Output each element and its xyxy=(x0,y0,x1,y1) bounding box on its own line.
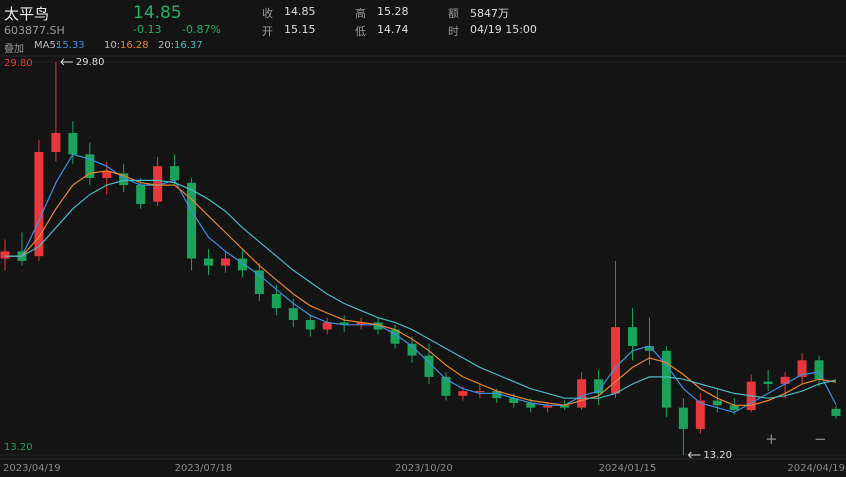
candle-body xyxy=(611,327,621,394)
candle-body xyxy=(373,322,383,330)
candle-body xyxy=(136,185,146,205)
overlay-button[interactable]: 叠加 xyxy=(4,44,24,55)
field-label: 时 xyxy=(448,25,459,38)
candle-body xyxy=(509,398,519,403)
candle-body xyxy=(119,173,129,186)
x-tick-label: 2024/01/15 xyxy=(599,463,657,474)
field-label: 高 xyxy=(355,7,366,20)
field-value: 15.15 xyxy=(284,23,316,36)
candle-body xyxy=(187,182,197,259)
candle-body xyxy=(0,251,10,259)
annotation-arrow xyxy=(688,451,701,459)
field-value: 04/19 15:00 xyxy=(470,23,537,36)
field-value: 14.85 xyxy=(284,5,316,18)
candle-body xyxy=(170,166,180,181)
zoom-in[interactable]: + xyxy=(765,430,778,448)
y-tick-label: 29.80 xyxy=(4,58,33,69)
field-label: 额 xyxy=(448,7,459,20)
x-tick-label: 2023/10/20 xyxy=(395,463,453,474)
candle-body xyxy=(271,294,281,309)
candle-body xyxy=(339,322,349,325)
candle-body xyxy=(322,322,332,330)
field-label: 开 xyxy=(262,25,273,38)
candle-body xyxy=(102,170,112,179)
candle-body xyxy=(678,407,688,429)
annotation-arrow xyxy=(60,58,73,66)
legend-name: 20: xyxy=(158,40,175,51)
extreme-label: 13.20 xyxy=(703,450,732,461)
candle-body xyxy=(356,322,366,325)
candle-body xyxy=(153,166,163,202)
candle-body xyxy=(492,391,502,399)
candle-body xyxy=(407,343,417,356)
legend-name: MA5: xyxy=(34,40,60,51)
candle-body xyxy=(763,381,773,384)
legend-value: 16.28 xyxy=(120,40,149,51)
field-value: 14.74 xyxy=(377,23,409,36)
candle-body xyxy=(254,270,264,295)
field-label: 收 xyxy=(262,7,273,20)
field-value: 5847万 xyxy=(470,7,509,20)
candle-body xyxy=(305,320,315,330)
candle-body xyxy=(560,405,570,408)
candle-body xyxy=(594,379,604,394)
x-tick-label: 2024/04/19 xyxy=(787,463,845,474)
candle-body xyxy=(475,391,485,393)
candle-body xyxy=(577,379,587,408)
candle-body xyxy=(390,329,400,344)
change: -0.13 xyxy=(133,23,162,36)
stock-name: 太平鸟 xyxy=(4,5,50,23)
candle-body xyxy=(85,154,95,179)
candle-body xyxy=(34,151,44,257)
ma-line xyxy=(5,179,837,399)
price: 14.85 xyxy=(133,3,182,23)
candle-body xyxy=(695,400,705,429)
stock-code: 603877.SH xyxy=(4,24,65,37)
ma-line xyxy=(5,153,837,414)
candle-body xyxy=(220,258,230,266)
candle-body xyxy=(237,258,247,271)
candle-body xyxy=(780,376,790,384)
candle-body xyxy=(797,360,807,377)
x-tick-label: 2023/04/19 xyxy=(3,463,61,474)
candle-body xyxy=(441,376,451,396)
x-tick-label: 2023/07/18 xyxy=(175,463,233,474)
ma-line xyxy=(5,170,837,406)
y-tick-label: 13.20 xyxy=(4,442,33,453)
candle-body xyxy=(526,402,536,408)
candle-body xyxy=(644,346,654,351)
candle-body xyxy=(68,133,78,155)
candle-body xyxy=(814,360,824,380)
field-label: 低 xyxy=(355,25,366,38)
candle-body xyxy=(458,391,468,396)
candle-body xyxy=(51,133,61,152)
candle-body xyxy=(424,355,434,377)
candle-body xyxy=(543,405,553,408)
candle-body xyxy=(729,405,739,411)
field-value: 15.28 xyxy=(377,5,409,18)
candle-body xyxy=(627,327,637,347)
candle-body xyxy=(712,400,722,406)
candle-body xyxy=(831,408,841,416)
legend-name: 10: xyxy=(104,40,121,51)
candle-body xyxy=(204,258,214,266)
legend-value: 16.37 xyxy=(174,40,203,51)
change-pct: -0.87% xyxy=(182,23,221,36)
legend-value: 15.33 xyxy=(56,40,85,51)
zoom-out[interactable]: − xyxy=(814,430,827,448)
candle-body xyxy=(288,308,298,321)
candle-body xyxy=(661,350,671,408)
extreme-label: 29.80 xyxy=(76,57,105,68)
